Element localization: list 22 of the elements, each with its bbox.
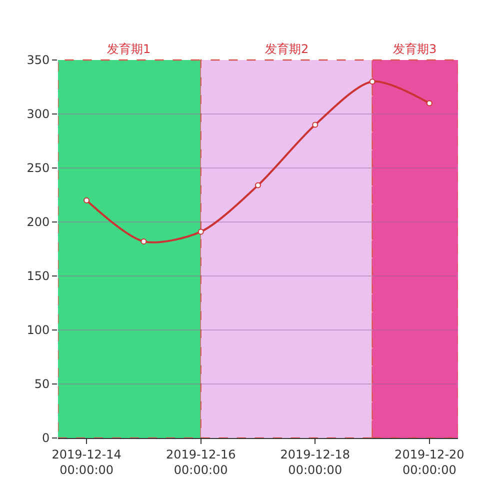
point bbox=[312, 122, 318, 128]
point bbox=[84, 197, 90, 204]
point bbox=[255, 182, 261, 188]
y-tick-label: 300 bbox=[26, 107, 50, 122]
x-tick-label: 2019-12-18 00:00:00 bbox=[280, 447, 350, 477]
point bbox=[369, 78, 376, 85]
point bbox=[140, 238, 147, 244]
y-tick-label: 350 bbox=[26, 53, 50, 68]
point bbox=[426, 100, 432, 106]
band-label: 发育期3 bbox=[393, 42, 437, 56]
y-tick-label: 0 bbox=[42, 431, 50, 446]
band-label: 发育期1 bbox=[107, 42, 151, 56]
x-tick-label: 2019-12-16 00:00:00 bbox=[166, 447, 236, 477]
y-tick-label: 200 bbox=[26, 215, 50, 230]
band-label: 发育期2 bbox=[265, 42, 309, 56]
y-tick-label: 250 bbox=[26, 161, 50, 176]
y-tick-label: 100 bbox=[26, 323, 50, 338]
point bbox=[198, 228, 204, 235]
y-tick-label: 50 bbox=[34, 377, 50, 392]
x-tick-label: 2019-12-20 00:00:00 bbox=[394, 447, 464, 477]
y-tick-label: 150 bbox=[26, 269, 50, 284]
x-tick-label: 2019-12-14 00:00:00 bbox=[52, 447, 122, 477]
